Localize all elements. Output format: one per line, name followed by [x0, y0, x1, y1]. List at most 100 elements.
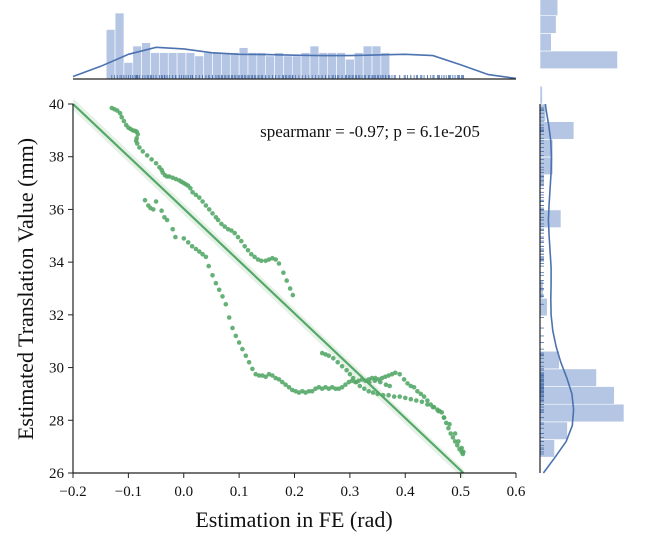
scatter-point: [206, 263, 211, 269]
scatter-point: [142, 197, 148, 203]
scatter-point: [200, 251, 205, 257]
scatter-point: [455, 443, 460, 448]
scatter-point: [419, 399, 425, 405]
scatter-point: [415, 389, 420, 394]
y-tick-label: 34: [49, 255, 65, 271]
scatter-point: [450, 435, 456, 440]
scatter-point: [276, 261, 282, 266]
x-tick-label: −0.1: [115, 484, 142, 500]
scatter-point: [335, 360, 341, 365]
scatter-point: [210, 273, 215, 278]
scatter-point: [203, 254, 209, 260]
right-histogram-bar: [539, 386, 615, 405]
scatter-point: [240, 346, 245, 352]
scatter-point: [339, 385, 345, 390]
x-tick-label: 0.3: [341, 484, 360, 500]
right-marginal-histogram: [539, 0, 625, 474]
scatter-point: [405, 381, 410, 386]
scatter-point: [140, 149, 146, 154]
scatter-point: [119, 114, 124, 120]
scatter-point: [153, 161, 159, 166]
scatter-point: [252, 254, 257, 260]
scatter-point: [232, 230, 237, 236]
scatter-point: [331, 356, 336, 361]
y-tick-label: 28: [49, 413, 64, 429]
scatter-point: [189, 244, 195, 249]
scatter-point: [354, 379, 359, 385]
spearman-annotation: spearmanr = -0.97; p = 6.1e-205: [260, 122, 480, 141]
scatter-point: [200, 199, 205, 204]
top-density-curve: [72, 46, 517, 80]
scatter-point: [290, 292, 296, 298]
right-histogram-bar: [539, 209, 562, 228]
scatter-point: [357, 383, 363, 389]
scatter-point: [397, 394, 403, 399]
scatter-point: [287, 286, 293, 291]
scatter-point: [306, 389, 312, 394]
scatter-point: [456, 439, 461, 444]
top-histogram-bar: [114, 12, 125, 80]
scatter-point: [370, 390, 376, 395]
scatter-point: [121, 118, 127, 124]
y-tick-label: 32: [49, 308, 64, 324]
right-histogram-bar: [539, 50, 618, 69]
scatter-point: [190, 190, 195, 195]
right-histogram-bar: [539, 421, 568, 440]
scatter-point: [372, 378, 378, 384]
scatter-point: [339, 364, 345, 369]
top-histogram-bar: [283, 55, 293, 80]
scatter-point: [137, 145, 142, 150]
x-tick-label: 0.1: [230, 484, 249, 500]
y-tick-label: 30: [49, 361, 64, 377]
scatter-point: [283, 382, 288, 388]
scatter-point: [210, 211, 215, 216]
scatter-point: [135, 132, 141, 137]
x-tick-label: 0.6: [507, 484, 526, 500]
top-histogram-bar: [265, 55, 275, 80]
scatter-point: [249, 251, 254, 257]
y-tick-label: 40: [49, 97, 64, 113]
y-tick-label: 26: [49, 466, 65, 482]
scatter-point: [164, 217, 170, 223]
scatter-point: [188, 186, 193, 191]
top-histogram-bar: [318, 52, 329, 80]
scatter-point: [219, 221, 224, 227]
scatter-point: [242, 244, 247, 249]
scatter-point: [461, 449, 466, 455]
scatter-point: [245, 248, 251, 253]
scatter-point: [173, 234, 178, 240]
scatter-point: [284, 278, 290, 283]
top-histogram-bar: [362, 45, 373, 80]
x-tick-label: 0.5: [451, 484, 470, 500]
scatter-point: [459, 445, 465, 451]
axes: −0.2 −0.1 0.0 0.1 0.2 0.3 0.4 0.5 0.6 26 28 30 32 34 3…: [49, 97, 526, 500]
scatter-point: [181, 236, 187, 241]
scatter-point: [333, 386, 338, 392]
scatter-point: [436, 408, 441, 414]
top-marginal-histogram: [72, 12, 517, 80]
scatter-point: [223, 302, 229, 307]
top-histogram-bar: [203, 52, 213, 80]
right-histogram-bar: [539, 15, 557, 34]
scatter-point: [344, 367, 349, 373]
scatter-point: [286, 385, 292, 390]
top-histogram-bar: [309, 45, 320, 80]
scatter-point: [383, 382, 389, 388]
scatter-point: [430, 404, 436, 410]
scatter-point: [250, 366, 255, 372]
y-tick-label: 38: [49, 150, 64, 166]
scatter-point: [193, 192, 199, 198]
scatter-point: [276, 377, 282, 382]
scatter-point: [117, 110, 123, 116]
top-histogram-bar: [371, 45, 382, 80]
scatter-point: [230, 325, 235, 331]
scatter-point: [452, 439, 458, 444]
scatter-point: [446, 425, 451, 431]
scatter-point: [366, 389, 372, 394]
top-histogram-bar: [291, 55, 302, 80]
scatter-point: [273, 257, 279, 262]
scatter-point: [425, 398, 430, 403]
scatter-point: [281, 270, 286, 276]
